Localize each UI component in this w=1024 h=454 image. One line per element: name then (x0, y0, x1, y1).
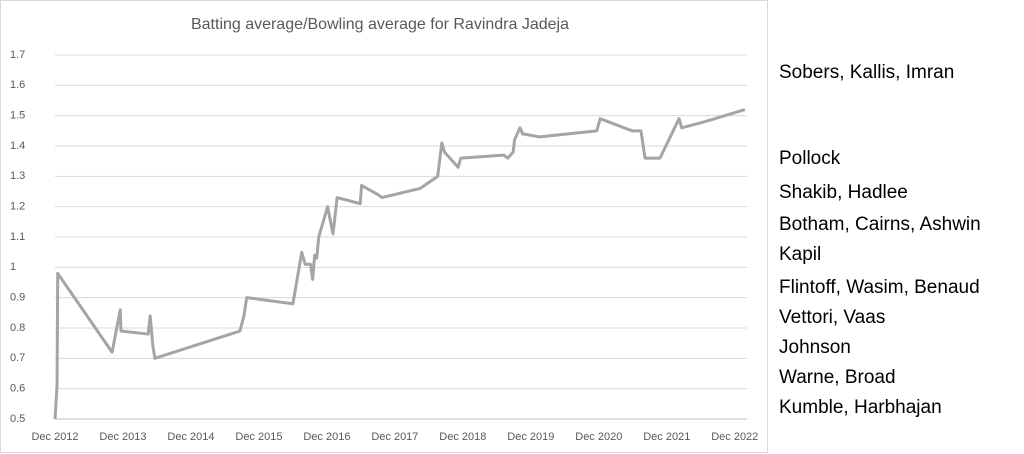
y-tick-label: 1 (10, 261, 16, 273)
y-tick-label: 1.2 (10, 201, 25, 213)
x-tick-label: Dec 2022 (711, 431, 758, 443)
y-tick-label: 0.8 (10, 322, 25, 334)
data-line (53, 108, 746, 420)
annotation: Sobers, Kallis, Imran (779, 62, 954, 83)
chart-border (0, 0, 768, 453)
x-tick-label: Dec 2016 (303, 431, 350, 443)
annotation: Botham, Cairns, Ashwin (779, 214, 981, 235)
x-tick-label: Dec 2019 (507, 431, 554, 443)
annotation: Vettori, Vaas (779, 307, 885, 328)
y-tick-label: 1.5 (10, 110, 25, 122)
annotation: Kapil (779, 244, 821, 265)
x-tick-label: Dec 2020 (575, 431, 622, 443)
y-tick-label: 1.4 (10, 140, 25, 152)
y-tick-label: 0.6 (10, 383, 25, 395)
annotation: Pollock (779, 148, 841, 169)
x-tick-label: Dec 2018 (439, 431, 486, 443)
y-tick-label: 0.5 (10, 413, 25, 425)
x-tick-label: Dec 2012 (31, 431, 78, 443)
y-tick-label: 1.7 (10, 49, 25, 61)
y-tick-label: 1.1 (10, 231, 25, 243)
y-tick-label: 0.9 (10, 292, 25, 304)
x-tick-label: Dec 2014 (167, 431, 214, 443)
annotation: Warne, Broad (779, 367, 896, 388)
annotation: Flintoff, Wasim, Benaud (779, 277, 980, 298)
x-tick-label: Dec 2017 (371, 431, 418, 443)
x-tick-label: Dec 2021 (643, 431, 690, 443)
x-tick-label: Dec 2015 (235, 431, 282, 443)
x-tick-label: Dec 2013 (99, 431, 146, 443)
chart-title: Batting average/Bowling average for Ravi… (191, 16, 569, 33)
annotation: Johnson (779, 337, 851, 358)
y-tick-label: 0.7 (10, 352, 25, 364)
annotations: Sobers, Kallis, Imran Pollock Shakib, Ha… (779, 62, 981, 418)
y-tick-label: 1.3 (10, 170, 25, 182)
annotation: Kumble, Harbhajan (779, 397, 942, 418)
annotation: Shakib, Hadlee (779, 182, 908, 203)
y-tick-label: 1.6 (10, 79, 25, 91)
